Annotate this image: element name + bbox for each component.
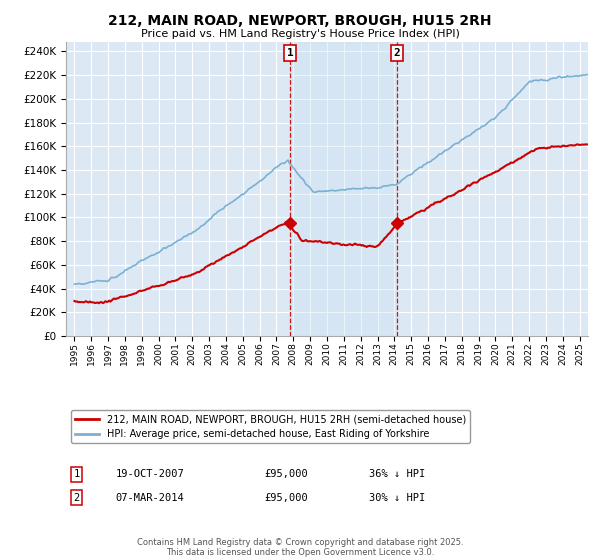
Text: 1: 1 <box>287 48 293 58</box>
Legend: 212, MAIN ROAD, NEWPORT, BROUGH, HU15 2RH (semi-detached house), HPI: Average pr: 212, MAIN ROAD, NEWPORT, BROUGH, HU15 2R… <box>71 410 470 443</box>
Text: 07-MAR-2014: 07-MAR-2014 <box>116 493 184 503</box>
Text: 1: 1 <box>73 469 80 479</box>
Text: 2: 2 <box>394 48 401 58</box>
Text: £95,000: £95,000 <box>265 493 308 503</box>
Text: Price paid vs. HM Land Registry's House Price Index (HPI): Price paid vs. HM Land Registry's House … <box>140 29 460 39</box>
Text: £95,000: £95,000 <box>265 469 308 479</box>
Text: 19-OCT-2007: 19-OCT-2007 <box>116 469 184 479</box>
Text: 36% ↓ HPI: 36% ↓ HPI <box>369 469 425 479</box>
Text: Contains HM Land Registry data © Crown copyright and database right 2025.
This d: Contains HM Land Registry data © Crown c… <box>137 538 463 557</box>
Text: 2: 2 <box>73 493 80 503</box>
Text: 30% ↓ HPI: 30% ↓ HPI <box>369 493 425 503</box>
Text: 212, MAIN ROAD, NEWPORT, BROUGH, HU15 2RH: 212, MAIN ROAD, NEWPORT, BROUGH, HU15 2R… <box>108 14 492 28</box>
Bar <box>290 42 397 336</box>
